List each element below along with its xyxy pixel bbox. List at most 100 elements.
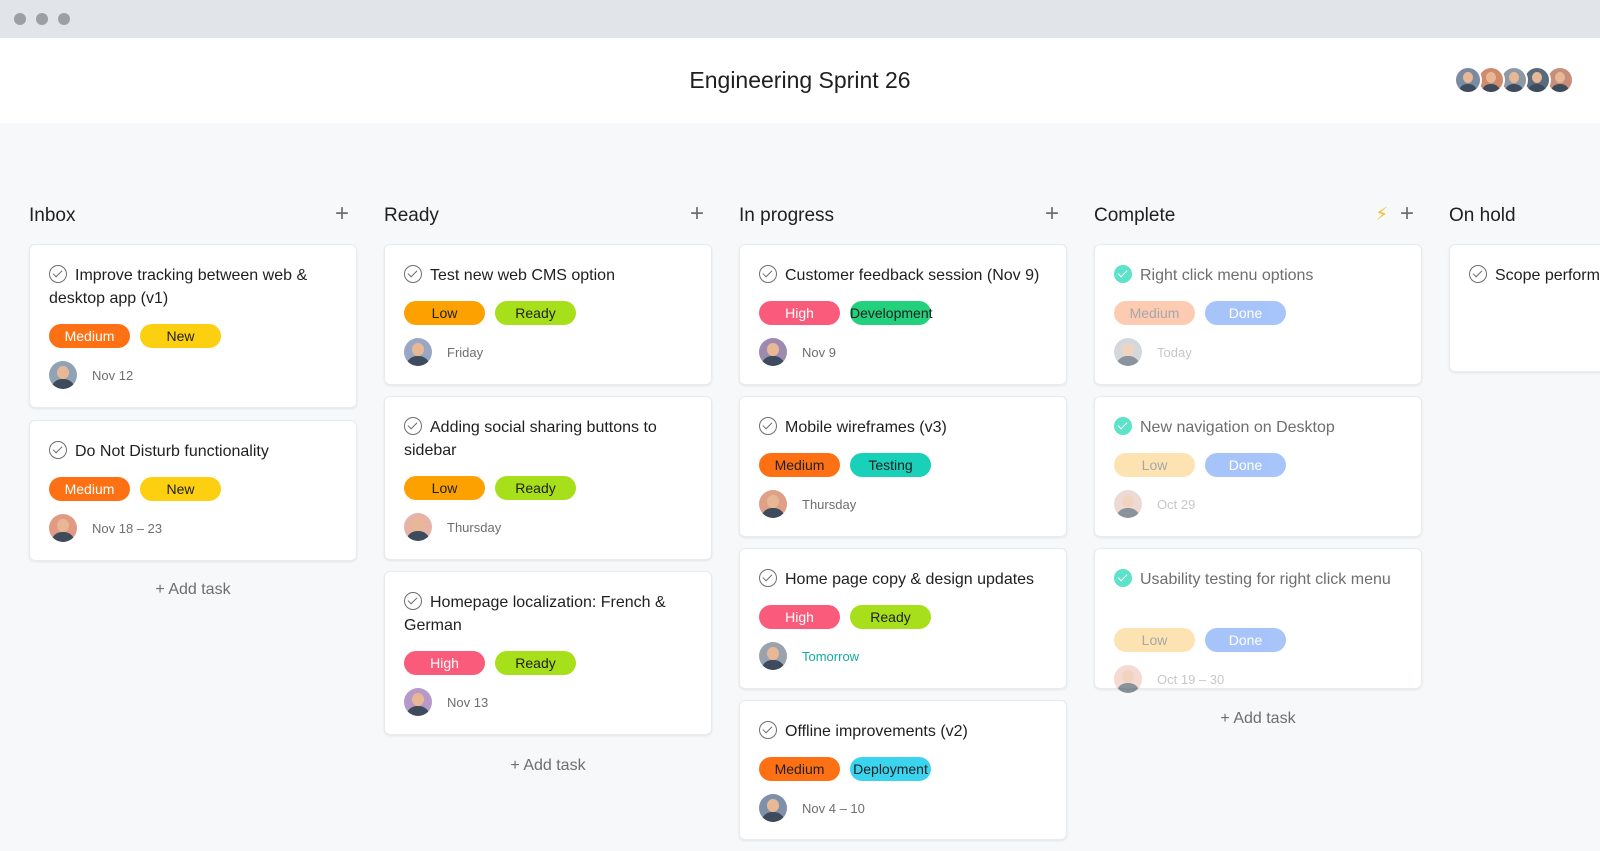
due-date: Oct 19 – 30 [1157,671,1225,687]
tag-ready[interactable]: Ready [495,301,576,325]
complete-check-icon[interactable] [1114,569,1132,587]
task-card[interactable]: Test new web CMS option Low Ready Friday [384,244,712,385]
task-card[interactable]: Offline improvements (v2) Medium Deploymen… [739,700,1067,840]
member-avatar[interactable] [1454,66,1482,94]
zoom-window-button[interactable] [58,13,70,25]
tag-low[interactable]: Low [1114,453,1195,477]
task-title-line: Mobile wireframes (v3) [759,416,1048,439]
task-card[interactable]: Mobile wireframes (v3) Medium Testing Thurs… [739,396,1067,537]
tag-ready[interactable]: Ready [495,476,576,500]
complete-check-icon[interactable] [404,592,422,610]
assignee-avatar[interactable] [1114,665,1142,693]
task-title: Mobile wireframes (v3) [785,419,947,436]
tag-done[interactable]: Done [1205,453,1286,477]
task-tags: Low Done [1114,628,1286,652]
complete-check-icon[interactable] [759,721,777,739]
tag-high[interactable]: High [759,605,840,629]
task-title-line: Homepage localization: French & German [404,591,693,637]
task-card[interactable]: New navigation on Desktop Low Done Oct 29 [1094,396,1422,537]
complete-check-icon[interactable] [759,569,777,587]
complete-check-icon[interactable] [759,417,777,435]
add-task-plus-icon[interactable]: + [689,200,704,227]
assignee-avatar[interactable] [404,513,432,541]
task-card[interactable]: Do Not Disturb functionality Medium New Nov… [29,420,357,561]
complete-check-icon[interactable] [759,265,777,283]
complete-check-icon[interactable] [49,441,67,459]
task-tags: Medium New [49,324,221,348]
complete-check-icon[interactable] [1114,265,1132,283]
tag-deployment[interactable]: Deployment [850,757,931,781]
task-meta: Nov 9 [759,338,836,366]
tag-done[interactable]: Done [1205,628,1286,652]
task-tags: High Ready [404,651,576,675]
task-card[interactable]: Right click menu options Medium Done Today [1094,244,1422,385]
column-header: Inbox + [29,201,359,231]
complete-check-icon[interactable] [404,417,422,435]
due-date: Nov 13 [447,694,489,710]
task-card[interactable]: Usability testing for right click menu Lo… [1094,548,1422,693]
project-members[interactable] [1454,66,1574,94]
tag-medium[interactable]: Medium [49,324,130,348]
complete-check-icon[interactable] [49,265,67,283]
add-task-plus-icon[interactable]: + [334,200,349,227]
task-meta: Thursday [404,513,501,541]
task-card[interactable]: Improve tracking between web & desktop a… [29,244,357,408]
task-title: Home page copy & design updates [785,571,1035,588]
tag-medium[interactable]: Medium [1114,301,1195,325]
add-task-plus-icon[interactable]: + [1399,200,1414,227]
task-meta: Oct 19 – 30 [1114,665,1224,693]
add-task-button[interactable]: + Add task [1220,710,1296,727]
tag-done[interactable]: Done [1205,301,1286,325]
tag-medium[interactable]: Medium [759,757,840,781]
tag-development[interactable]: Development [850,301,933,325]
assignee-avatar[interactable] [759,642,787,670]
add-task-button[interactable]: + Add task [510,757,586,774]
task-tags: High Ready [759,605,931,629]
assignee-avatar[interactable] [759,338,787,366]
assignee-avatar[interactable] [759,794,787,822]
tag-low[interactable]: Low [404,476,485,500]
tag-low[interactable]: Low [1114,628,1195,652]
task-meta: Nov 4 – 10 [759,794,865,822]
task-card[interactable]: Customer feedback session (Nov 9) High Dev… [739,244,1067,385]
tag-ready[interactable]: Ready [495,651,576,675]
column-on-hold: On hold Scope performance for website [1449,123,1600,851]
task-tags: Medium Done [1114,301,1286,325]
task-card[interactable]: Adding social sharing buttons to sidebar… [384,396,712,560]
tag-medium[interactable]: Medium [759,453,840,477]
task-card[interactable]: Home page copy & design updates High Ready… [739,548,1067,689]
tag-high[interactable]: High [759,301,840,325]
task-meta: Tomorrow [759,642,859,670]
assignee-avatar[interactable] [404,338,432,366]
tag-high[interactable]: High [404,651,485,675]
tag-new[interactable]: New [140,324,221,348]
tag-ready[interactable]: Ready [850,605,931,629]
tag-low[interactable]: Low [404,301,485,325]
complete-check-icon[interactable] [404,265,422,283]
assignee-avatar[interactable] [49,361,77,389]
column-header: On hold [1449,201,1600,231]
task-card[interactable]: Scope performance for website [1449,244,1600,372]
add-task-button[interactable]: + Add task [155,581,231,598]
complete-check-icon[interactable] [1114,417,1132,435]
rules-bolt-icon[interactable]: ⚡ [1375,204,1388,224]
task-tags: Low Done [1114,453,1286,477]
tag-new[interactable]: New [140,477,221,501]
assignee-avatar[interactable] [759,490,787,518]
tag-testing[interactable]: Testing [850,453,931,477]
add-task-plus-icon[interactable]: + [1044,200,1059,227]
task-meta: Thursday [759,490,856,518]
assignee-avatar[interactable] [1114,338,1142,366]
assignee-avatar[interactable] [1114,490,1142,518]
task-title-line: Right click menu options [1114,264,1403,287]
minimize-window-button[interactable] [36,13,48,25]
task-title-line: Home page copy & design updates [759,568,1048,591]
complete-check-icon[interactable] [1469,265,1487,283]
assignee-avatar[interactable] [404,688,432,716]
assignee-avatar[interactable] [49,514,77,542]
task-card[interactable]: Homepage localization: French & German Hi… [384,571,712,735]
tag-medium[interactable]: Medium [49,477,130,501]
member-avatar[interactable] [1523,66,1551,94]
board: Inbox + Improve tracking between web & des… [0,123,1600,851]
close-window-button[interactable] [14,13,26,25]
